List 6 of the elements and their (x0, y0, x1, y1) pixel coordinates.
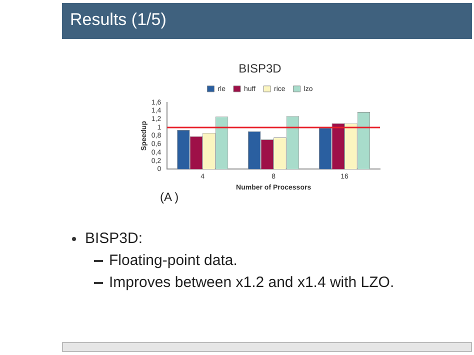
text: (A ) (160, 190, 179, 204)
text: Results (1/5) (70, 10, 166, 30)
text: Floating-point data. (109, 251, 238, 271)
text: Improves between x1.2 and x1.4 with LZO. (109, 273, 394, 293)
chart-title: BISP3D (238, 62, 282, 76)
text: BISP3D: (85, 229, 143, 249)
